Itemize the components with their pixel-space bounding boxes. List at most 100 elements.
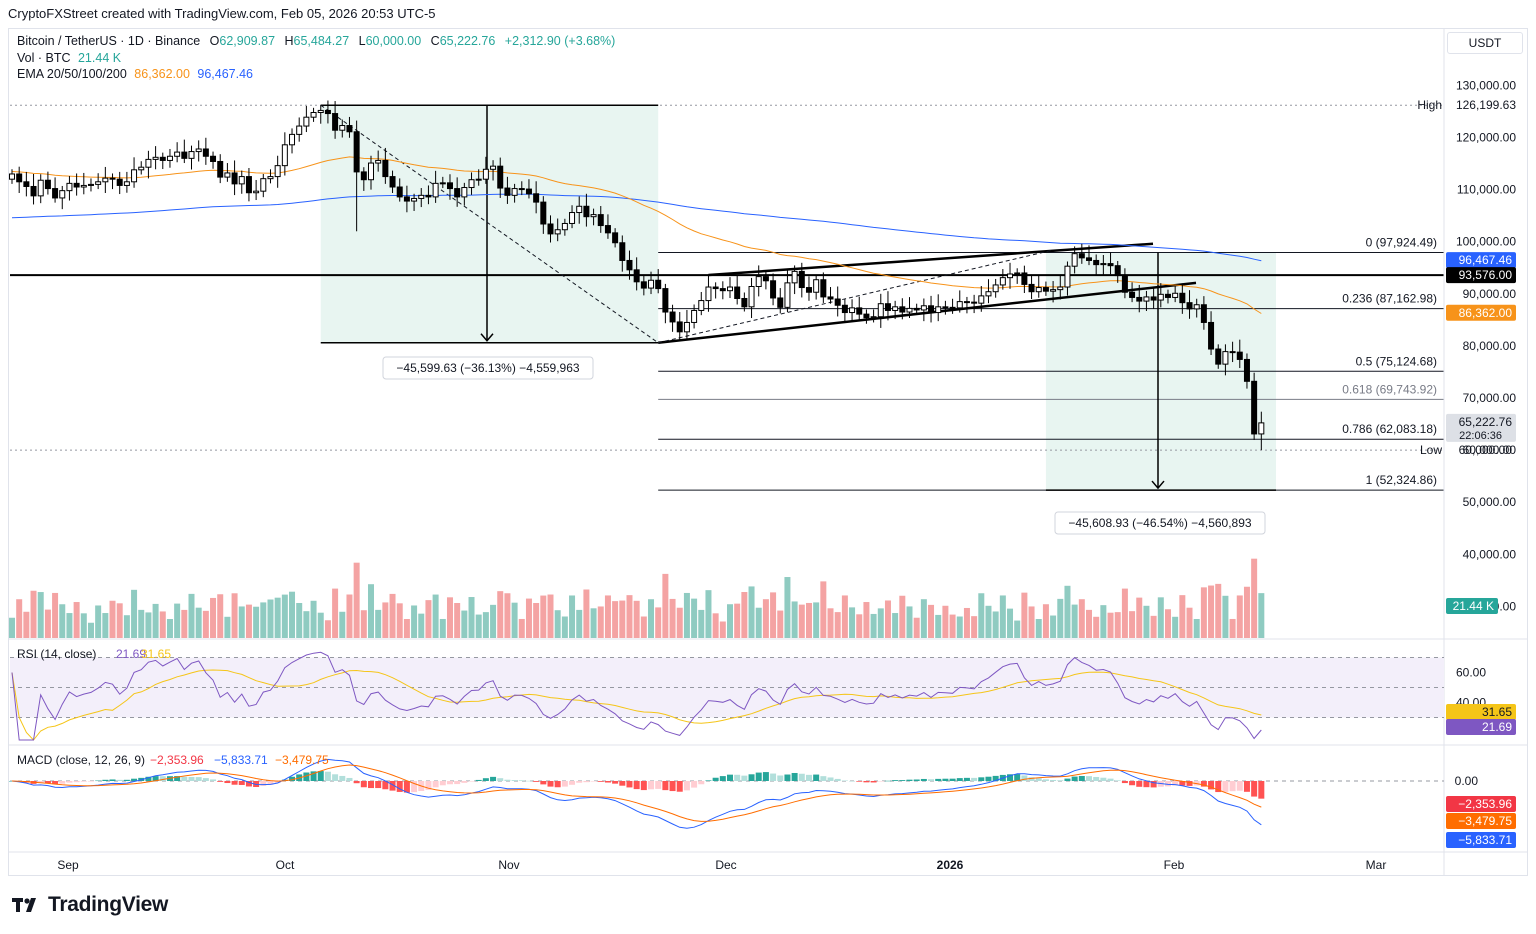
candle-body <box>360 171 367 181</box>
ema-label[interactable]: EMA 20/50/100/200 <box>17 67 127 81</box>
volume-bar <box>841 595 848 638</box>
macd-hist-bar <box>913 779 920 781</box>
candle-body <box>1014 272 1021 275</box>
rsi-ma-value: 31.65 <box>141 647 171 661</box>
macd-hist-bar <box>461 781 468 783</box>
fib-label: 1 (52,324.86) <box>1366 473 1437 487</box>
volume-bar <box>475 614 482 638</box>
macd-hist-bar <box>1086 776 1092 781</box>
low-label: L <box>358 34 366 48</box>
volume-bar <box>525 598 532 638</box>
volume-bar <box>849 607 856 638</box>
price-tick: 80,000.00 <box>1463 339 1517 353</box>
volume-bar <box>490 604 497 638</box>
volume-bar <box>576 609 583 638</box>
candle-body <box>906 307 913 313</box>
volume-bar <box>784 577 791 638</box>
volume-bar <box>561 616 568 638</box>
candle-body <box>1186 302 1193 310</box>
ema50-tag-bg <box>1446 304 1516 321</box>
candle-body <box>784 282 791 308</box>
volume-bar <box>533 603 540 638</box>
macd-hist-bar <box>1121 781 1128 784</box>
macd-hist-bar <box>324 771 331 781</box>
wedge-lower-line <box>658 281 1197 345</box>
candle-body <box>353 131 360 173</box>
volume-bar <box>1035 619 1042 638</box>
candle-body <box>1215 348 1222 365</box>
candle-body <box>1042 287 1049 292</box>
macd-hist-bar <box>920 778 927 781</box>
volume-bar <box>87 622 94 638</box>
volume-bar <box>920 599 927 638</box>
macd-hist-bar <box>813 774 820 781</box>
macd-hist-bar <box>188 776 195 781</box>
macd-hist-bar <box>1143 781 1150 788</box>
volume-bar <box>289 591 296 638</box>
volume-bar <box>777 610 784 638</box>
macd-hist-bar <box>942 778 949 781</box>
candle-body <box>324 109 331 115</box>
macd-hist-bar <box>841 780 848 781</box>
candle-body <box>138 166 145 171</box>
ema-legend: EMA 20/50/100/200 86,362.00 96,467.46 <box>17 67 253 81</box>
candle-body <box>884 303 891 311</box>
candle-body <box>999 277 1006 286</box>
macd-hist-bar <box>655 781 662 789</box>
macd-hist-bar <box>439 781 446 786</box>
candle-body <box>820 279 827 298</box>
candle-body <box>468 179 475 189</box>
low-value: 60,000.00 <box>365 34 422 48</box>
candle-body <box>640 281 647 289</box>
macd-hist-bar <box>181 776 188 781</box>
macd-signal-tag: −3,479.75 <box>1458 814 1512 828</box>
macd-hist-bar <box>403 781 410 793</box>
candle-body <box>303 116 310 127</box>
volume-bar <box>612 601 619 638</box>
volume-bar <box>368 584 374 638</box>
volume-bar <box>978 593 985 638</box>
candle-body <box>963 301 970 304</box>
symbol-title[interactable]: Bitcoin / TetherUS · 1D · Binance <box>17 34 201 48</box>
candle-body <box>289 133 296 146</box>
low-value-tag: 60,000.00 <box>1459 443 1513 457</box>
macd-hist-bar <box>705 780 712 781</box>
volume-bar <box>877 608 884 638</box>
candle-body <box>1100 263 1107 266</box>
currency-selector[interactable]: USDT <box>1447 32 1523 54</box>
volume-bar <box>238 606 245 638</box>
macd-hist-bar <box>87 781 94 782</box>
candle-body <box>655 279 662 290</box>
macd-hist-bar <box>798 773 805 781</box>
price-tick: 90,000.00 <box>1463 287 1517 301</box>
volume-bar <box>296 603 303 638</box>
macd-hist-bar <box>1078 775 1085 781</box>
volume-bar <box>102 613 109 638</box>
macd-hist-bar <box>1186 781 1193 786</box>
price-tick: 110,000.00 <box>1457 183 1516 197</box>
macd-hist-bar <box>102 779 109 781</box>
macd-hist-bar <box>159 776 166 781</box>
macd-hist-bar <box>1064 778 1071 781</box>
volume-bar <box>504 593 511 638</box>
candle-body <box>648 279 655 289</box>
volume-label[interactable]: Vol · BTC <box>17 51 71 65</box>
volume-bar <box>554 610 561 638</box>
macd-hist-bar <box>231 781 238 785</box>
candle-body <box>590 214 597 218</box>
candle-body <box>482 168 489 180</box>
candle-body <box>899 306 906 313</box>
macd-hist-bar <box>80 781 87 782</box>
volume-bar <box>375 609 382 638</box>
macd-hist-bar <box>683 781 690 791</box>
macd-hist-bar <box>317 771 324 781</box>
candle-body <box>411 197 418 202</box>
tradingview-logo[interactable]: TradingView <box>12 893 168 917</box>
macd-hist-bar <box>640 781 647 791</box>
trend-dash-1 <box>320 104 659 344</box>
volume-bar <box>597 606 604 638</box>
volume-bar <box>820 581 827 638</box>
volume-bar <box>95 605 102 638</box>
macd-hist-bar <box>1021 775 1028 781</box>
